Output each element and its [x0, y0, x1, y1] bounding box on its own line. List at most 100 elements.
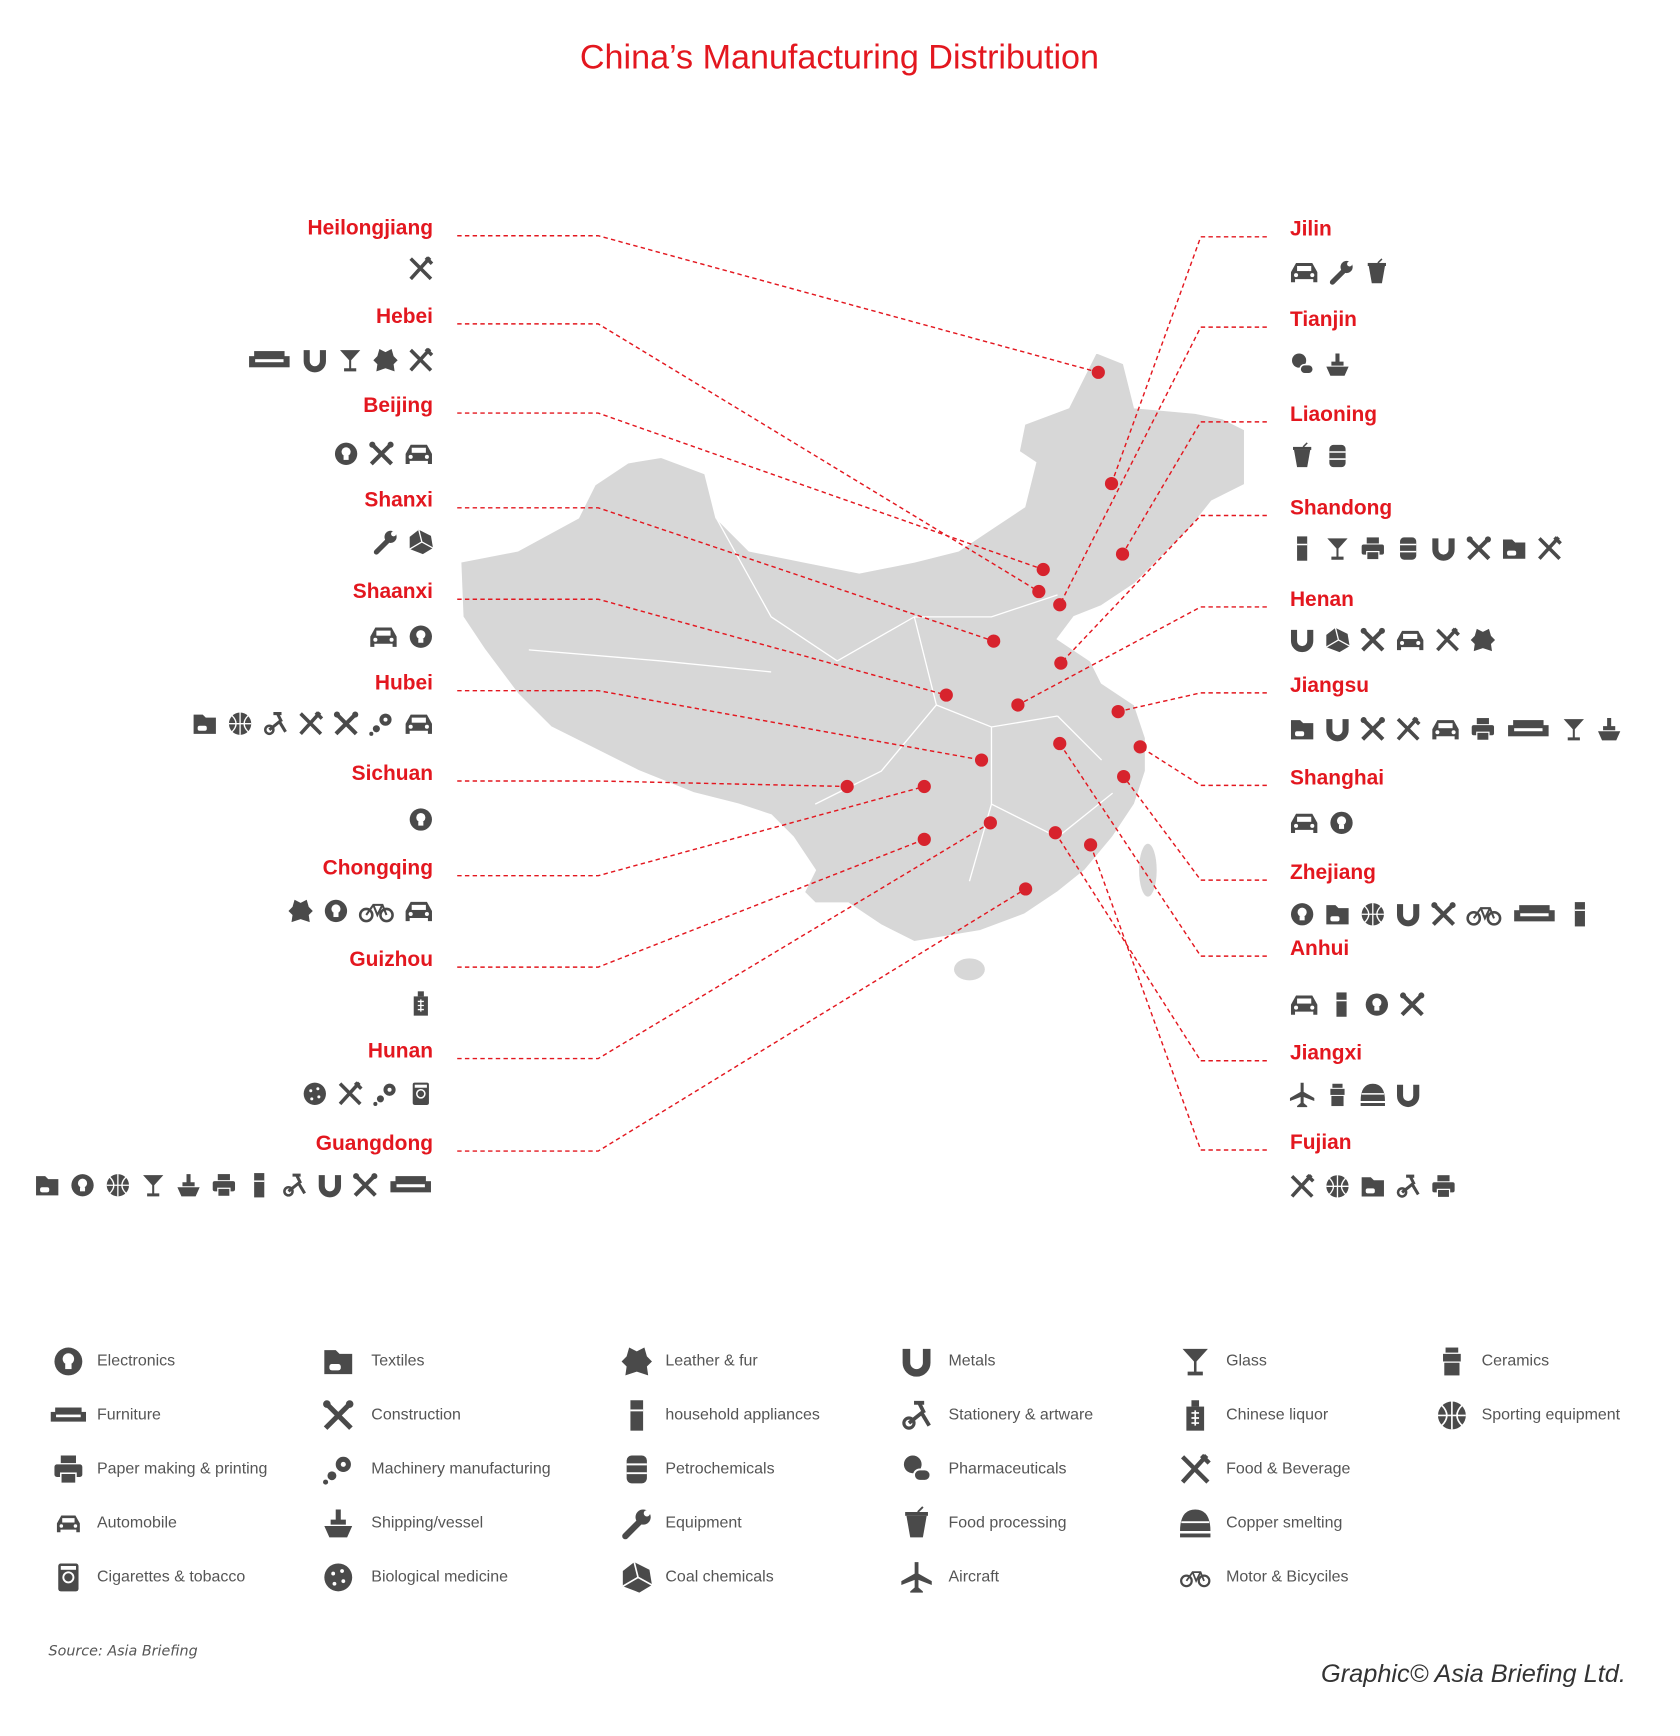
icon-sporting	[106, 1174, 130, 1197]
icon-part	[1294, 1005, 1299, 1010]
icon-construction	[1360, 717, 1385, 741]
source: Source: Asia Briefing	[49, 1644, 198, 1660]
connector	[1123, 776, 1267, 881]
icon-part	[1197, 1574, 1211, 1588]
icon-part	[1361, 903, 1384, 926]
icon-part	[1290, 813, 1318, 833]
icon-part	[1403, 633, 1418, 639]
icon-metals	[1396, 904, 1420, 927]
province-name: Jiangxi	[1290, 1042, 1362, 1065]
icon-part	[1449, 902, 1456, 909]
icon-part	[917, 1506, 924, 1513]
icon-metals	[1326, 719, 1349, 742]
icon-cigarettes	[58, 1563, 79, 1592]
icon-automobile	[405, 444, 432, 464]
icon-part	[1360, 627, 1367, 634]
icon-part	[287, 1173, 306, 1195]
icon-part	[1185, 1571, 1205, 1584]
icon-aircraft	[1289, 1082, 1315, 1108]
connector	[457, 838, 925, 968]
icon-part	[1330, 1088, 1345, 1095]
province-dot	[1018, 882, 1033, 896]
icon-part	[1396, 904, 1420, 927]
icon-shipping	[177, 1174, 200, 1197]
icon-part	[143, 1175, 164, 1197]
china-outline	[459, 351, 1246, 943]
icon-part	[408, 454, 413, 459]
icon-part	[55, 1407, 82, 1413]
province-name: Liaoning	[1290, 403, 1377, 426]
icon-part	[1472, 907, 1495, 921]
icon-part	[405, 714, 432, 734]
icon-construction	[1360, 627, 1385, 652]
icon-construction	[353, 1173, 378, 1197]
icon-equipment	[1329, 260, 1353, 285]
legend-label: Textiles	[371, 1353, 424, 1370]
icon-part	[376, 1095, 384, 1103]
icon-part	[1486, 910, 1502, 926]
icon-leather	[373, 349, 398, 372]
icon-part	[1290, 262, 1318, 283]
icon-paper	[1432, 1175, 1455, 1199]
legend-label: Sporting equipment	[1482, 1407, 1621, 1424]
icon-part	[1466, 910, 1482, 926]
icon-automobile	[1432, 720, 1459, 740]
icon-automobile	[405, 714, 432, 734]
icon-coal	[1325, 627, 1350, 653]
icon-part	[1325, 627, 1350, 648]
connector	[1121, 421, 1267, 555]
icon-part	[106, 1174, 130, 1197]
icon-part	[332, 1581, 337, 1586]
icon-part	[59, 1524, 64, 1528]
icon-part	[409, 256, 434, 281]
icon-bio	[324, 1563, 353, 1592]
icon-part	[906, 1515, 927, 1538]
icon-part	[329, 1364, 341, 1371]
icon-part	[1435, 730, 1440, 735]
icon-metals	[318, 1175, 342, 1198]
icon-part	[1401, 1174, 1420, 1196]
icon-food-bev	[409, 256, 434, 281]
connector	[1117, 692, 1267, 713]
icon-part	[411, 447, 426, 453]
icon-stationery	[264, 712, 287, 736]
province-name: Shaanxi	[353, 580, 433, 603]
legend-label: Paper making & printing	[97, 1461, 267, 1478]
legend-label: household appliances	[665, 1407, 820, 1424]
icon-part	[395, 1176, 426, 1183]
icon-part	[1310, 823, 1315, 828]
province-dot	[974, 753, 989, 767]
icon-part	[1400, 543, 1417, 553]
province-dot	[1032, 584, 1046, 599]
icon-part	[1377, 258, 1383, 264]
icon-part	[1294, 273, 1299, 278]
icon-part	[1574, 902, 1585, 927]
credit: Graphic© Asia Briefing Ltd.	[1321, 1660, 1626, 1688]
icon-part	[73, 1524, 78, 1528]
legend: Electronics Furniture Paper making & print…	[50, 1347, 1621, 1593]
icon-part	[1290, 995, 1318, 1015]
icon-leather	[621, 1347, 652, 1376]
icon-food-bev	[409, 347, 434, 372]
icon-part	[622, 1561, 653, 1587]
icon-part	[1326, 353, 1349, 376]
icon-part	[1180, 1574, 1193, 1588]
province-name: Hunan	[368, 1039, 433, 1062]
province-dot	[1111, 704, 1125, 719]
icon-part	[1338, 824, 1345, 829]
icon-part	[264, 724, 275, 736]
icon-part	[62, 1571, 75, 1584]
icon-coal	[622, 1561, 653, 1593]
icon-electronics	[324, 899, 348, 923]
icon-part	[901, 1562, 932, 1593]
icon-part	[424, 724, 429, 729]
icon-part	[626, 1463, 647, 1475]
legend-label: Petrochemicals	[665, 1461, 774, 1478]
icon-part	[1294, 823, 1299, 828]
icon-part	[323, 1479, 329, 1485]
icon-part	[340, 1569, 344, 1573]
icon-appliances	[254, 1173, 265, 1198]
icon-electronics	[409, 808, 432, 831]
province-name: Guangdong	[316, 1132, 433, 1155]
icon-part	[387, 441, 394, 448]
